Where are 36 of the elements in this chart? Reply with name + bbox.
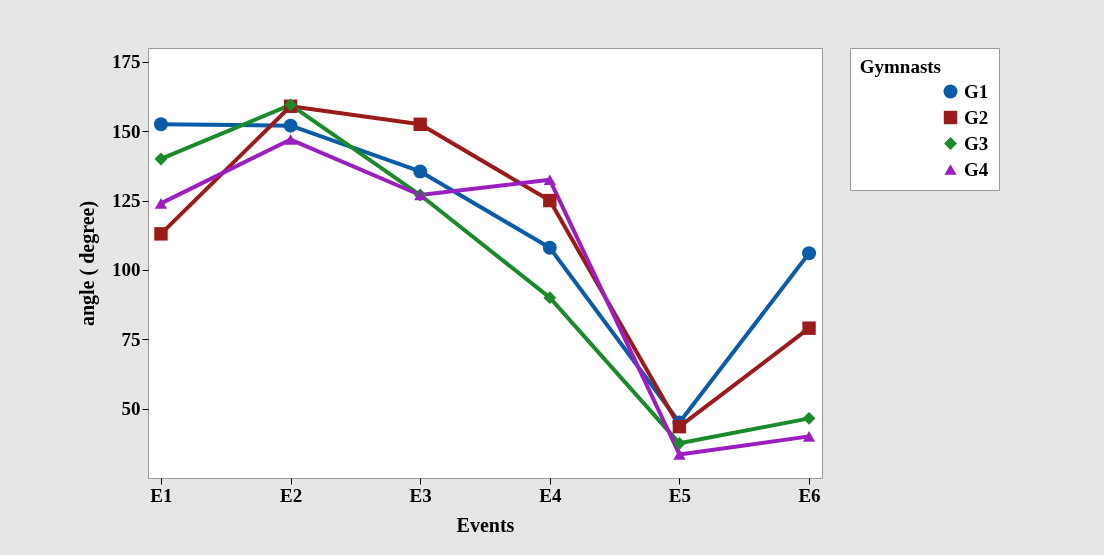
point	[283, 118, 298, 133]
point	[154, 198, 168, 209]
point	[802, 321, 816, 335]
y-tick-label: 125	[112, 190, 141, 212]
point	[802, 246, 817, 261]
x-tick-label: E1	[150, 484, 173, 506]
point	[153, 117, 168, 132]
y-tick-label: 100	[112, 259, 141, 281]
legend-label: G4	[964, 158, 989, 180]
point	[543, 291, 557, 305]
point	[802, 431, 816, 442]
point	[542, 240, 557, 255]
x-axis-title: Events	[456, 513, 515, 536]
point	[543, 193, 557, 208]
point	[672, 419, 687, 434]
x-tick-label: E3	[409, 484, 432, 506]
y-tick-label: 175	[112, 51, 141, 73]
legend-label: G3	[964, 132, 989, 154]
x-tick-label: E2	[279, 484, 303, 506]
y-tick-label: 50	[121, 398, 141, 420]
point	[673, 436, 686, 450]
x-tick-label: E6	[798, 484, 821, 506]
legend-title: Gymnasts	[859, 56, 941, 77]
point	[154, 227, 168, 241]
point	[413, 117, 427, 131]
point	[413, 164, 428, 179]
x-tick-label: E5	[668, 484, 692, 506]
point	[543, 174, 556, 186]
y-tick-label: 75	[121, 328, 141, 350]
y-tick-label: 150	[112, 120, 141, 142]
legend-label: G1	[964, 80, 989, 102]
y-axis-title: angle ( degree)	[76, 200, 99, 327]
legend-label: G2	[964, 106, 989, 128]
point	[154, 152, 168, 166]
x-tick-label: E4	[539, 484, 562, 506]
point	[802, 411, 816, 425]
